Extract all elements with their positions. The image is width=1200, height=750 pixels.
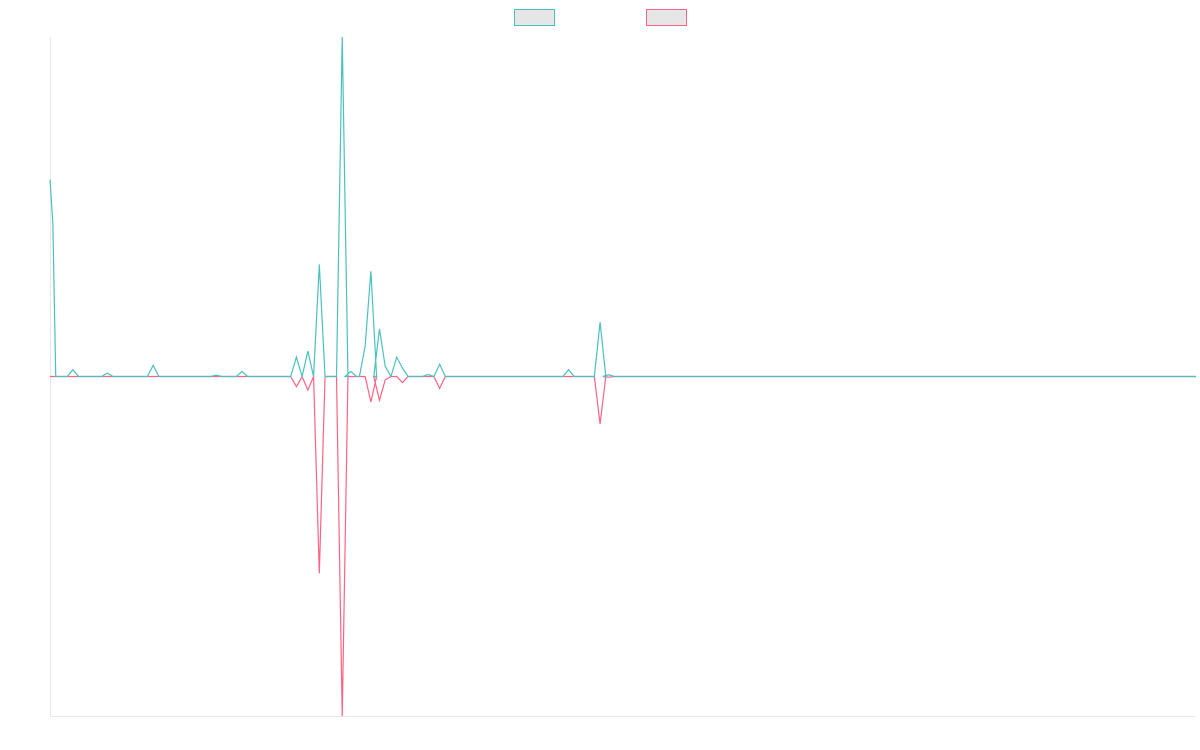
legend-swatch-2[interactable] (646, 9, 687, 26)
legend[interactable] (514, 9, 687, 26)
legend-swatch-1[interactable] (514, 9, 555, 26)
series-layer (49, 36, 1196, 717)
series-line-2 (50, 375, 1196, 717)
series-line-1 (49, 36, 1196, 379)
